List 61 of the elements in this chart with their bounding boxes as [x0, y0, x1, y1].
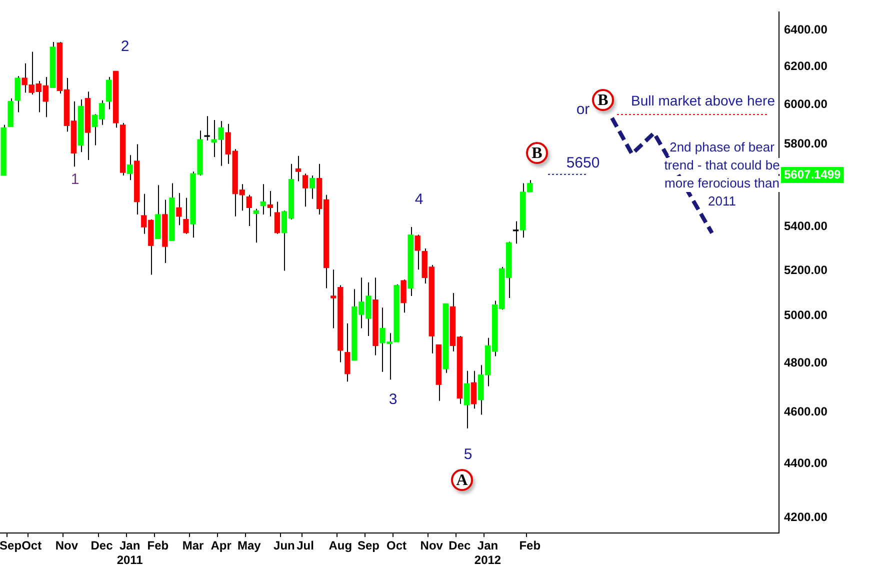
x-tick-label: Feb [519, 538, 541, 553]
candlestick [246, 194, 252, 226]
x-tick-label: Jan 2011 [116, 538, 144, 566]
x-tick-label: Sep [0, 538, 22, 553]
y-tick-label: 5200.00 [784, 262, 828, 277]
y-tick-label: 4200.00 [784, 510, 828, 524]
ref-line-label: 5650 [566, 154, 600, 172]
x-tick-label: Aug [328, 538, 352, 553]
annotation: 5 [464, 446, 472, 464]
candlestick [295, 155, 302, 182]
x-tick-label: Mar [182, 538, 204, 553]
x-tick-label: Nov [420, 538, 444, 553]
candlestick [260, 184, 266, 215]
annotation: A [456, 472, 468, 490]
y-tick-label: 4600.00 [784, 404, 828, 419]
x-tick-label: Jan 2012 [474, 538, 502, 566]
candlestick [302, 173, 308, 208]
candlestick [414, 234, 420, 270]
annotation: 3 [388, 391, 398, 408]
x-tick-label: Apr [210, 538, 232, 553]
annotation: B [532, 145, 543, 162]
annotation: B [598, 92, 609, 110]
x-tick-label: Jun [274, 538, 295, 553]
y-tick-label: 5000.00 [784, 308, 828, 322]
annotation: 2nd phase of bear trend - that could be more ferocious than 2011 [664, 140, 780, 209]
y-tick-label: 6000.00 [784, 97, 828, 112]
x-tick-label: Oct [386, 538, 407, 553]
candlestick [204, 116, 210, 142]
candlestick [183, 197, 189, 234]
annotation: or [576, 101, 590, 118]
candlestick [106, 76, 112, 110]
candlestick [127, 154, 133, 181]
x-tick-label: Feb [147, 538, 169, 553]
x-tick-label: Sep [357, 538, 380, 553]
candlestick [253, 208, 259, 244]
candlestick [400, 278, 406, 314]
y-tick-label: 5400.00 [784, 219, 828, 234]
annotation: 4 [414, 191, 424, 208]
y-tick-label: 4400.00 [784, 456, 828, 470]
y-tick-label: 6400.00 [784, 22, 828, 36]
candlestick [14, 76, 20, 113]
x-tick-label: Dec [90, 538, 114, 553]
y-tick-label: 6200.00 [784, 59, 828, 74]
ref-line-label: Bull market above here [631, 92, 776, 108]
x-tick-label: Jul [296, 538, 314, 553]
y-tick-label: 5800.00 [784, 136, 828, 150]
x-tick-label: Oct [22, 538, 42, 553]
x-tick-label: Dec [448, 538, 472, 553]
candlestick [470, 370, 477, 410]
candlestick [309, 174, 316, 200]
x-tick-label: Nov [55, 538, 78, 553]
candlestick [176, 192, 182, 226]
annotation: 1 [70, 171, 80, 188]
candlestick [274, 201, 280, 234]
candlestick [267, 190, 274, 217]
y-tick-label: 4800.00 [784, 355, 828, 370]
candlestick [464, 370, 470, 429]
candlestick [344, 322, 350, 382]
annotation: 2 [120, 38, 130, 56]
x-tick-label: May [237, 538, 262, 553]
text: 5607.1499 [784, 167, 842, 182]
